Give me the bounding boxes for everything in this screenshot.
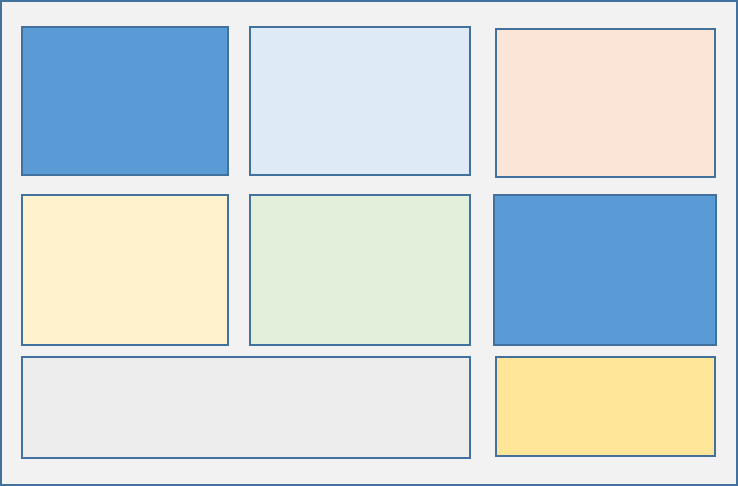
box-peach [495, 28, 716, 178]
box-yellow [495, 356, 716, 457]
box-blue-right [493, 194, 717, 346]
box-light-blue [249, 26, 471, 176]
box-blue-top-left [21, 26, 229, 176]
box-light-green [249, 194, 471, 346]
box-gray-wide [21, 356, 471, 459]
box-light-yellow [21, 194, 229, 346]
